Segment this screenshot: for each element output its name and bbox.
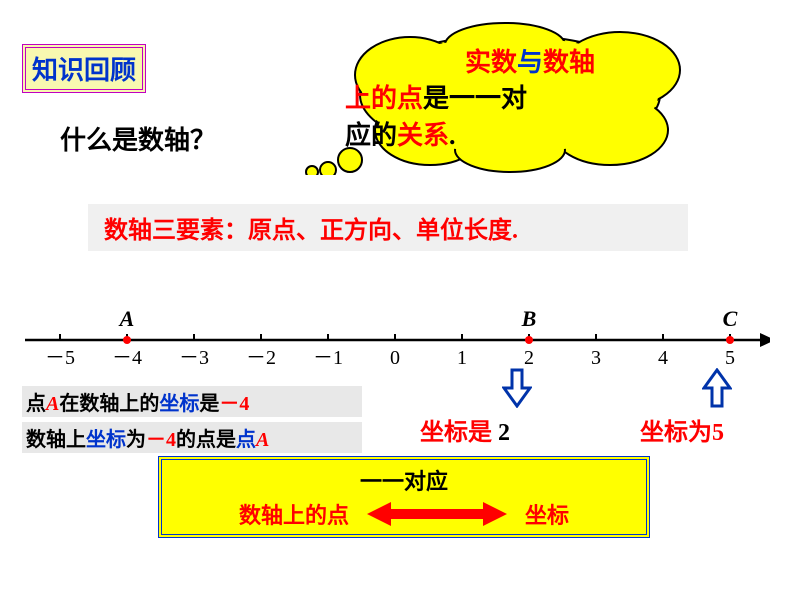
svg-text:－4: －4: [112, 347, 142, 369]
title-text: 知识回顾: [32, 56, 136, 85]
svg-text:4: 4: [658, 347, 668, 369]
cloud-t7: 关系: [397, 121, 449, 150]
a1-b: A: [46, 393, 59, 415]
cloud-t1: 实数: [465, 48, 517, 77]
svg-text:－5: －5: [45, 347, 75, 369]
svg-text:0: 0: [390, 347, 400, 369]
annotation-b: 数轴上坐标为－4的点是点A: [22, 422, 362, 453]
cloud-t3: 数轴: [543, 48, 595, 77]
summary-left: 数轴上的点: [239, 498, 349, 530]
svg-text:A: A: [118, 306, 135, 331]
cloud-t2: 与: [517, 48, 543, 77]
arrow-up-c: [702, 368, 732, 408]
svg-text:－2: －2: [246, 347, 276, 369]
coord-c-pre: 坐标为: [640, 420, 712, 446]
svg-text:5: 5: [725, 347, 735, 369]
summary-row: 数轴上的点 坐标: [172, 498, 636, 530]
title-box: 知识回顾: [22, 44, 146, 93]
cloud-text: 实数与数轴 上的点是一一对 应的关系.: [345, 45, 675, 154]
a2-d: －4: [146, 429, 176, 451]
arrow-down-b: [502, 368, 532, 408]
cloud-t8: .: [449, 121, 456, 150]
a2-a: 数轴上: [26, 429, 86, 451]
a2-c: 为: [126, 429, 146, 451]
number-line: －5 －4 －3 －2 －1 0 1 2 3 4 5 A B C: [20, 285, 770, 375]
a1-e: 是: [199, 393, 219, 415]
svg-text:3: 3: [591, 347, 601, 369]
coord-b-label: 坐标是 2: [420, 412, 510, 447]
annotation-a: 点A在数轴上的坐标是－4: [22, 386, 362, 417]
summary-right: 坐标: [525, 498, 569, 530]
elements-box: 数轴三要素：原点、正方向、单位长度.: [88, 204, 688, 251]
coord-c-val: 5: [712, 420, 724, 446]
question-text: 什么是数轴？: [60, 120, 216, 157]
svg-text:2: 2: [524, 347, 534, 369]
summary-box: 一一对应 数轴上的点 坐标: [158, 456, 650, 538]
coord-b-val: 2: [498, 420, 510, 446]
a1-f: －4: [219, 393, 249, 415]
a2-e: 的点是: [176, 429, 236, 451]
svg-text:－1: －1: [313, 347, 343, 369]
double-arrow-icon: [367, 502, 507, 526]
a1-c: 在数轴上的: [59, 393, 159, 415]
cloud-t6: 应的: [345, 121, 397, 150]
coord-b-pre: 坐标是: [420, 420, 498, 446]
svg-text:C: C: [723, 306, 738, 331]
svg-text:－3: －3: [179, 347, 209, 369]
a1-d: 坐标: [159, 393, 199, 415]
cloud-t4: 上的点: [345, 84, 423, 113]
a2-f: 点: [236, 429, 256, 451]
a1-a: 点: [26, 393, 46, 415]
summary-top: 一一对应: [172, 464, 636, 496]
a2-g: A: [256, 429, 269, 451]
svg-text:B: B: [521, 306, 537, 331]
svg-text:1: 1: [457, 347, 467, 369]
cloud-t5: 是一一对: [423, 84, 527, 113]
coord-c-label: 坐标为5: [640, 412, 724, 447]
a2-b: 坐标: [86, 429, 126, 451]
